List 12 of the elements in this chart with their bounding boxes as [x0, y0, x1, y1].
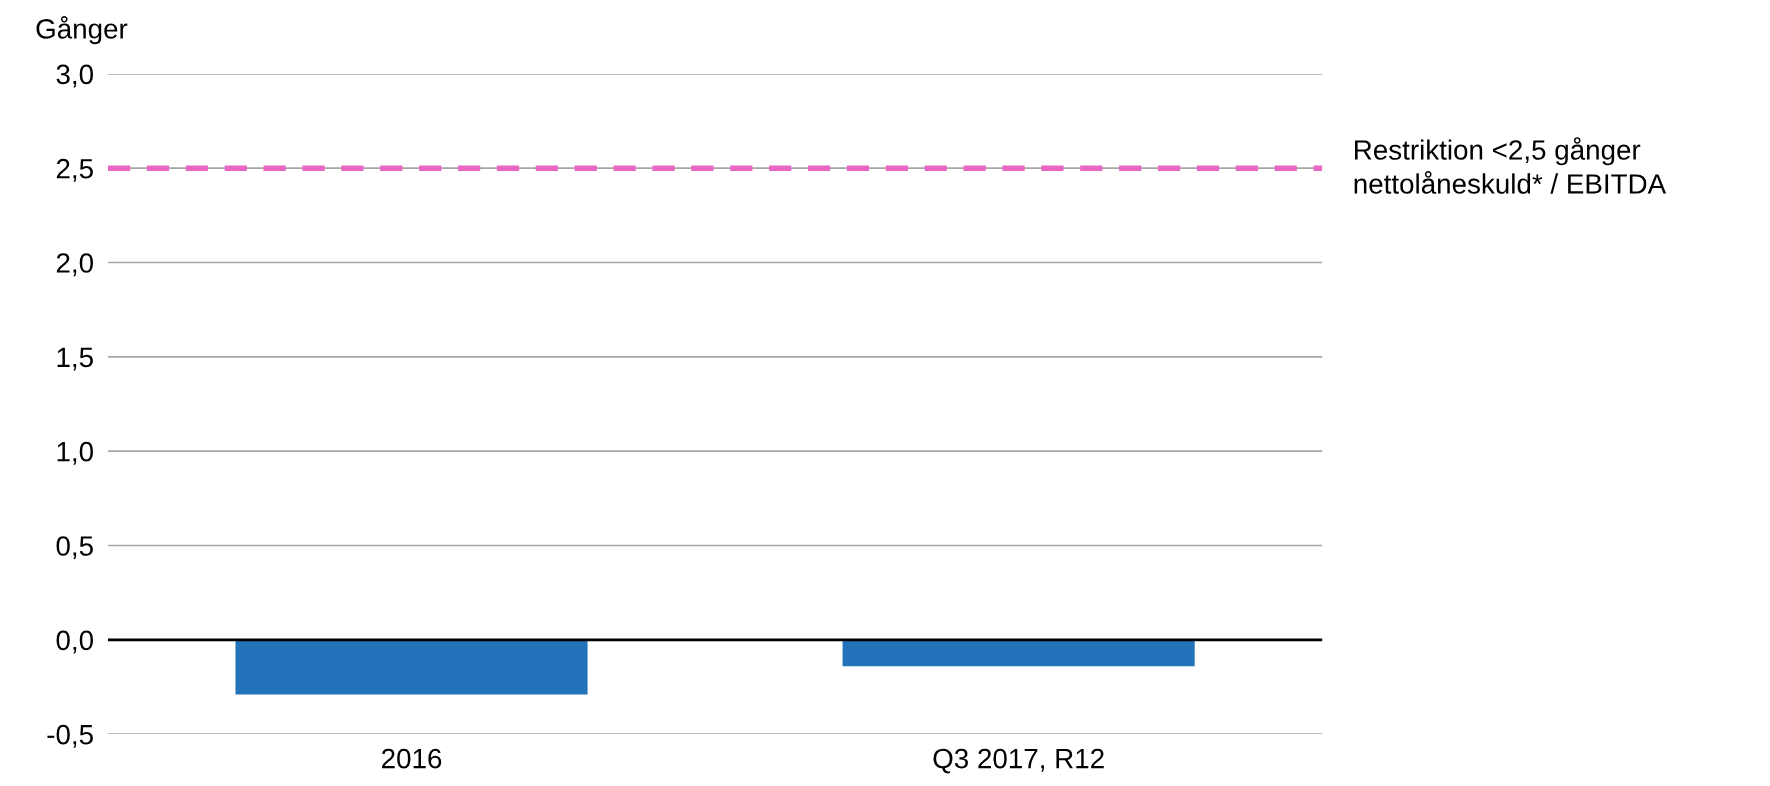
x-tick-label: 2016	[382, 748, 442, 769]
x-tick-label: Q3 2017, R12	[933, 748, 1104, 774]
y-tick-label: 1,0	[57, 441, 93, 465]
ref-line-label: Restriktion <2,5 gånger nettolåneskuld* / EBITDA	[1354, 137, 1667, 194]
y-tick-label: 0,0	[56, 630, 93, 654]
y-tick-label: 3,0	[56, 64, 93, 88]
y-tick-label: 2,0	[56, 253, 93, 277]
y-tick-label: 2,5	[56, 158, 93, 182]
y-tick-label: 1,5	[57, 347, 93, 371]
y-axis-title: Gånger	[36, 16, 128, 45]
y-tick-label: 0,5	[56, 536, 93, 560]
y-tick-label: -0,5	[47, 724, 93, 748]
